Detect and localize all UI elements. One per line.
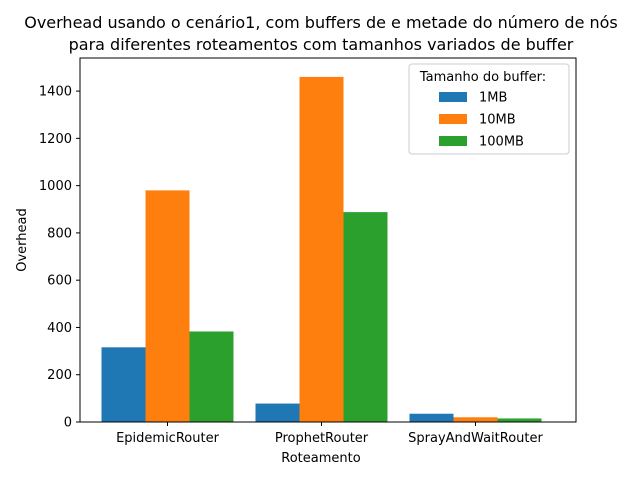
legend-label-10mb: 10MB (479, 113, 516, 128)
legend-swatch-10mb (439, 114, 467, 124)
bar-1mb-sprayandwaitrouter (409, 413, 454, 422)
x-tick-label: SprayAndWaitRouter (408, 431, 543, 446)
legend-box (408, 63, 570, 155)
y-tick-label: 1200 (39, 132, 72, 147)
x-tick-label: ProphetRouter (275, 431, 369, 446)
y-tick-label: 1400 (39, 85, 72, 100)
x-axis-ticks: EpidemicRouter ProphetRouter SprayAndWaitR… (116, 422, 543, 446)
y-tick-label: 600 (47, 274, 72, 289)
y-tick-label: 200 (47, 368, 72, 383)
plot-frame (79, 57, 577, 423)
legend-swatch-1mb (439, 92, 467, 102)
x-axis-label: Roteamento (281, 451, 360, 466)
legend-title: Tamanho do buffer: (419, 70, 546, 85)
chart-subtitle: para diferentes roteamentos com tamanhos… (69, 35, 574, 54)
bar-100mb-prophetrouter (343, 212, 388, 422)
bar-10mb-epidemicrouter (145, 190, 190, 422)
y-tick-label: 0 (64, 416, 72, 431)
y-tick-label: 400 (47, 321, 72, 336)
y-axis-ticks: 0 200 400 600 800 1000 1200 1400 (39, 85, 80, 431)
bar-100mb-sprayandwaitrouter (497, 418, 542, 422)
legend-items: 1MB 10MB 100MB (439, 91, 524, 150)
bar-1mb-epidemicrouter (101, 347, 146, 422)
bar-10mb-prophetrouter (299, 76, 344, 422)
legend-swatch-100mb (439, 136, 467, 146)
x-tick-label: EpidemicRouter (116, 431, 219, 446)
y-tick-label: 1000 (39, 179, 72, 194)
bar-10mb-sprayandwaitrouter (453, 417, 498, 422)
legend-label-1mb: 1MB (479, 91, 507, 106)
bar-100mb-epidemicrouter (189, 331, 234, 422)
chart-title: Overhead usando o cenário1, com buffers … (24, 13, 618, 32)
legend-label-100mb: 100MB (479, 135, 524, 150)
y-axis-label: Overhead (15, 208, 30, 272)
bar-1mb-prophetrouter (255, 403, 300, 422)
legend: Tamanho do buffer: 1MB 10MB 100MB (408, 63, 570, 155)
bars-group (101, 76, 542, 422)
y-tick-label: 800 (47, 226, 72, 241)
